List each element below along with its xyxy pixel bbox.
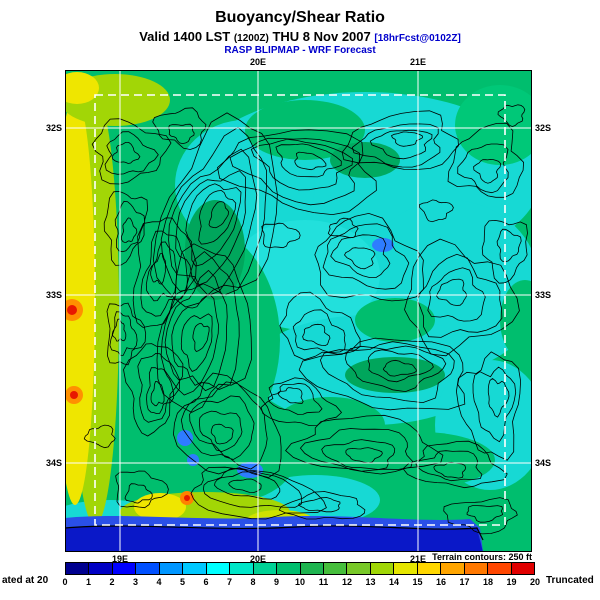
colorbar-segment xyxy=(300,563,324,574)
colorbar-segment xyxy=(441,563,465,574)
colorbar-segment xyxy=(253,563,278,574)
model-domain-boundary xyxy=(94,94,506,526)
lon-label-bottom-20e: 20E xyxy=(249,554,267,564)
colorbar-tick: 17 xyxy=(459,577,470,587)
colorbar-segment xyxy=(511,563,535,574)
colorbar-segment xyxy=(66,563,90,574)
colorbar-segment xyxy=(230,563,254,574)
forecast-map xyxy=(65,70,532,552)
colorbar-segment xyxy=(394,563,418,574)
lon-label-bottom-21e: 21E xyxy=(409,554,427,564)
colorbar-tick: 1 xyxy=(85,577,92,587)
lon-label-top-21e: 21E xyxy=(409,57,427,67)
colorbar-tick: 16 xyxy=(435,577,447,587)
lon-label-top-20e: 20E xyxy=(249,57,267,67)
valid-zulu: (1200Z) xyxy=(233,33,269,44)
map-frame xyxy=(65,70,532,552)
truncated-note-left: ated at 20 xyxy=(2,575,49,586)
colorbar-tick: 3 xyxy=(132,577,139,587)
model-line: RASP BLIPMAP - WRF Forecast xyxy=(224,45,376,56)
map-canvas xyxy=(65,70,532,552)
lat-label-left-34s: 34S xyxy=(45,458,62,468)
colorbar-tick: 10 xyxy=(294,577,306,587)
colorbar-tick: 14 xyxy=(388,577,400,587)
page-title: Buoyancy/Shear Ratio xyxy=(215,9,385,26)
colorbar-segment xyxy=(159,563,184,574)
colorbar-segment xyxy=(347,563,371,574)
colorbar-tick: 19 xyxy=(506,577,517,587)
lat-label-left-33s: 33S xyxy=(45,290,62,300)
colorbar-tick: 0 xyxy=(62,577,68,587)
coastline xyxy=(65,525,484,541)
terrain-contour-note: Terrain contours: 250 ft xyxy=(432,552,532,562)
colorbar-tick: 20 xyxy=(529,577,541,587)
colorbar-segment xyxy=(464,563,489,574)
valid-date: THU 8 Nov 2007 xyxy=(268,29,375,44)
colorbar xyxy=(65,562,535,575)
lat-label-left-32s: 32S xyxy=(45,123,62,133)
colorbar-tick: 5 xyxy=(179,577,186,587)
colorbar-tick-labels: 0 1 2 3 4 5 6 7 8 9 10 11 12 13 14 15 16 17 18 19 20 xyxy=(62,577,540,589)
colorbar-segment xyxy=(370,563,395,574)
colorbar-segment xyxy=(89,563,113,574)
latlon-grid-lines xyxy=(65,70,532,552)
terrain-contour-lines xyxy=(83,104,528,535)
colorbar-segment xyxy=(417,563,442,574)
forecast-hour-tag: [18hrFcst@0102Z] xyxy=(374,33,461,44)
colorbar-segment xyxy=(206,563,231,574)
lat-label-right-32s: 32S xyxy=(535,123,552,133)
lon-label-bottom-19e: 19E xyxy=(111,554,129,564)
colorbar-segment xyxy=(112,563,137,574)
colorbar-tick: 6 xyxy=(203,577,209,587)
colorbar-tick: 2 xyxy=(109,577,115,587)
truncated-note-right: Truncated xyxy=(546,575,594,586)
colorbar-segment xyxy=(488,563,512,574)
colorbar-segment xyxy=(277,563,301,574)
colorbar-tick: 12 xyxy=(341,577,353,587)
colorbar-tick: 9 xyxy=(273,577,280,587)
valid-time-line: Valid 1400 LST (1200Z) THU 8 Nov 2007 [1… xyxy=(0,29,600,44)
colorbar-segment xyxy=(136,563,160,574)
colorbar-tick: 11 xyxy=(318,577,329,587)
colorbar-tick: 8 xyxy=(250,577,256,587)
lat-label-right-33s: 33S xyxy=(535,290,552,300)
valid-prefix: Valid 1400 LST xyxy=(139,29,234,44)
colorbar-segment xyxy=(183,563,207,574)
colorbar-segment xyxy=(323,563,348,574)
colorbar-tick: 13 xyxy=(365,577,376,587)
colorbar-tick: 18 xyxy=(482,577,494,587)
colorbar-tick: 4 xyxy=(156,577,162,587)
lat-label-right-34s: 34S xyxy=(535,458,552,468)
colorbar-tick: 15 xyxy=(412,577,423,587)
colorbar-tick: 7 xyxy=(226,577,233,587)
